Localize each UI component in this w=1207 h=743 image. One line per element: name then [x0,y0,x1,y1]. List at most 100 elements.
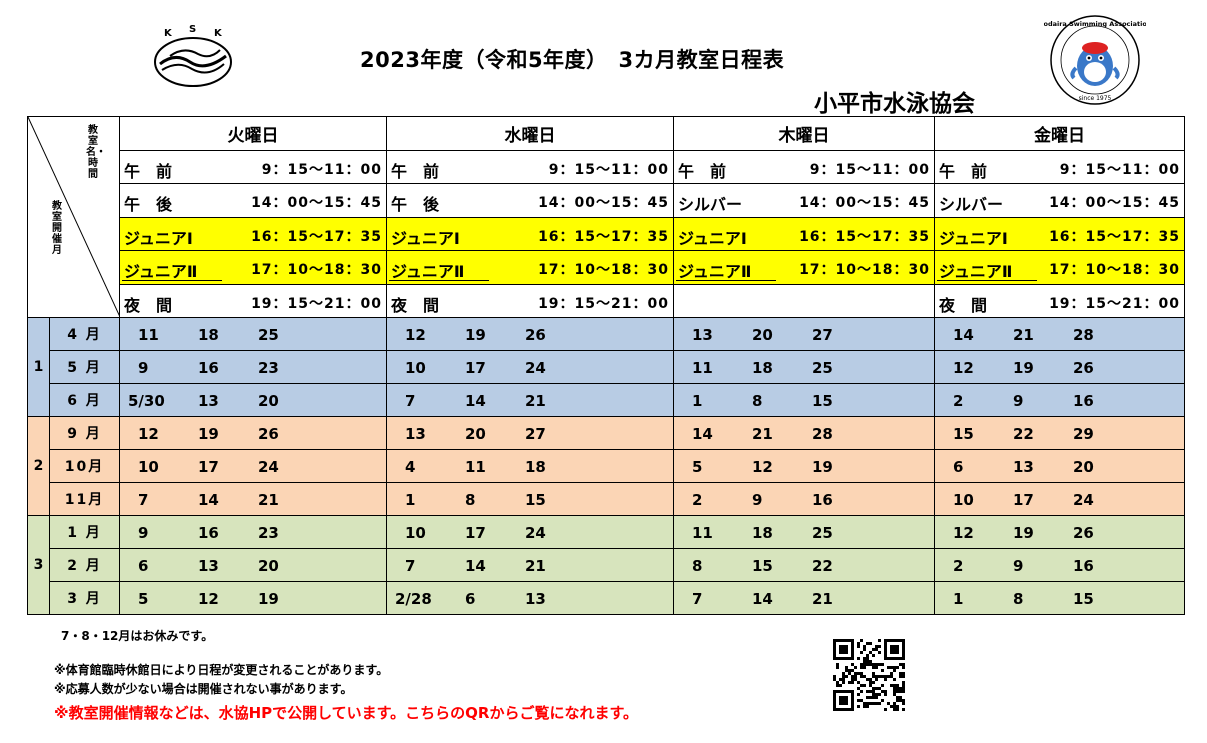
class-name: ジュニアⅡ [124,262,198,281]
website-info-note: ※教室開催情報などは、水協HPで公開しています。こちらのQRからご覧になれます。 [54,704,638,722]
qr-module [860,675,863,678]
qr-module [872,672,875,675]
qr-module [860,684,863,687]
date-cell: 2 9 16 [673,482,935,516]
qr-module [863,684,866,687]
qr-module [872,702,875,705]
date-value: 7 [692,590,703,608]
quarter-number: 3 [27,515,50,615]
class-time: 17：10～18：30 [1049,262,1180,278]
date-value: 12 [198,590,219,608]
date-value: 1 [953,590,964,608]
date-value: 16 [198,524,219,542]
qr-module [872,681,875,684]
date-value: 29 [1073,425,1094,443]
class-slot-cell: 午 後 14：00～15：45 [119,183,387,218]
qr-module [839,684,842,687]
class-slot-cell: ジュニアⅠ 16：15～17：35 [119,216,387,251]
qr-module [860,699,863,702]
date-cell: 6 13 20 [119,548,387,582]
qr-module [893,684,896,687]
qr-module [878,645,881,648]
date-value: 13 [1013,458,1034,476]
qr-module [893,666,896,669]
qr-module [872,654,875,657]
qr-module [857,705,860,708]
qr-module [863,660,866,663]
date-cell: 1 8 15 [386,482,674,516]
class-slot-row: 夜 間 19：15～21：00 夜 間 19：15～21：00 夜 間 19：15～21：… [28,283,1185,318]
class-slot-cell: 午 前 9：15～11：00 [934,149,1185,184]
date-value: 12 [953,359,974,377]
qr-module [899,663,902,666]
class-time: 14：00～15：45 [799,195,930,211]
qr-module [881,699,884,702]
date-cell: 10 17 24 [934,482,1185,516]
date-value: 11 [692,524,713,542]
qr-module [869,663,872,666]
date-value: 22 [812,557,833,575]
date-value: 13 [198,392,219,410]
class-name: 午 後 [124,195,173,214]
class-slot-cell: ジュニアⅡ 17：10～18：30 [386,250,674,285]
date-value: 19 [1013,524,1034,542]
qr-module [896,705,899,708]
qr-module [839,678,842,681]
qr-module [842,675,845,678]
junior-underline [937,279,1037,281]
qr-module [902,663,905,666]
date-value: 2 [692,491,703,509]
date-value: 21 [525,392,546,410]
date-value: 24 [525,524,546,542]
qr-module [884,708,887,711]
class-time: 14：00～15：45 [538,195,669,211]
date-value: 13 [692,326,713,344]
qr-module [866,657,869,660]
minimum-applicants-note: ※応募人数が少ない場合は開催されない事があります。 [54,682,353,696]
qr-module [863,702,866,705]
class-slot-cell [673,283,935,318]
class-name: 午 前 [391,161,440,181]
class-name: ジュニアⅡ [939,262,1013,281]
qr-module [863,648,866,651]
qr-module [887,675,890,678]
date-value: 13 [525,590,546,608]
date-cell: 1 8 15 [934,581,1185,615]
qr-code[interactable] [833,639,905,711]
qr-module [854,666,857,669]
corner-bottom-label: 教室開催月 [52,201,62,256]
qr-module [857,699,860,702]
qr-module [881,690,884,693]
date-value: 8 [465,491,476,509]
class-name: シルバー [678,195,743,214]
class-slot-cell: ジュニアⅡ 17：10～18：30 [673,250,935,285]
qr-module [860,651,863,654]
qr-module [902,666,905,669]
qr-finder-center [890,645,899,654]
qr-module [899,672,902,675]
class-name: シルバー [939,195,1004,214]
date-value: 18 [752,359,773,377]
date-value: 27 [812,326,833,344]
qr-module [878,651,881,654]
date-value: 9 [138,359,149,377]
date-value: 5/30 [128,392,165,410]
qr-module [890,666,893,669]
qr-finder-center [839,696,848,705]
qr-module [875,693,878,696]
day-header-row: 教室名・時間 教室開催月 火曜日 水曜日 木曜日 金曜日 [27,116,1185,318]
qr-module [866,678,869,681]
qr-module [872,663,875,666]
qr-module [857,672,860,675]
qr-module [866,654,869,657]
date-value: 17 [465,359,486,377]
qr-finder-center [839,645,848,654]
month-label: 5 月 [49,350,120,384]
qr-module [872,666,875,669]
date-value: 17 [1013,491,1034,509]
date-value: 9 [752,491,763,509]
date-value: 1 [405,491,416,509]
date-value: 11 [692,359,713,377]
qr-module [875,687,878,690]
class-slot-cell: 午 前 9：15～11：00 [673,149,935,184]
